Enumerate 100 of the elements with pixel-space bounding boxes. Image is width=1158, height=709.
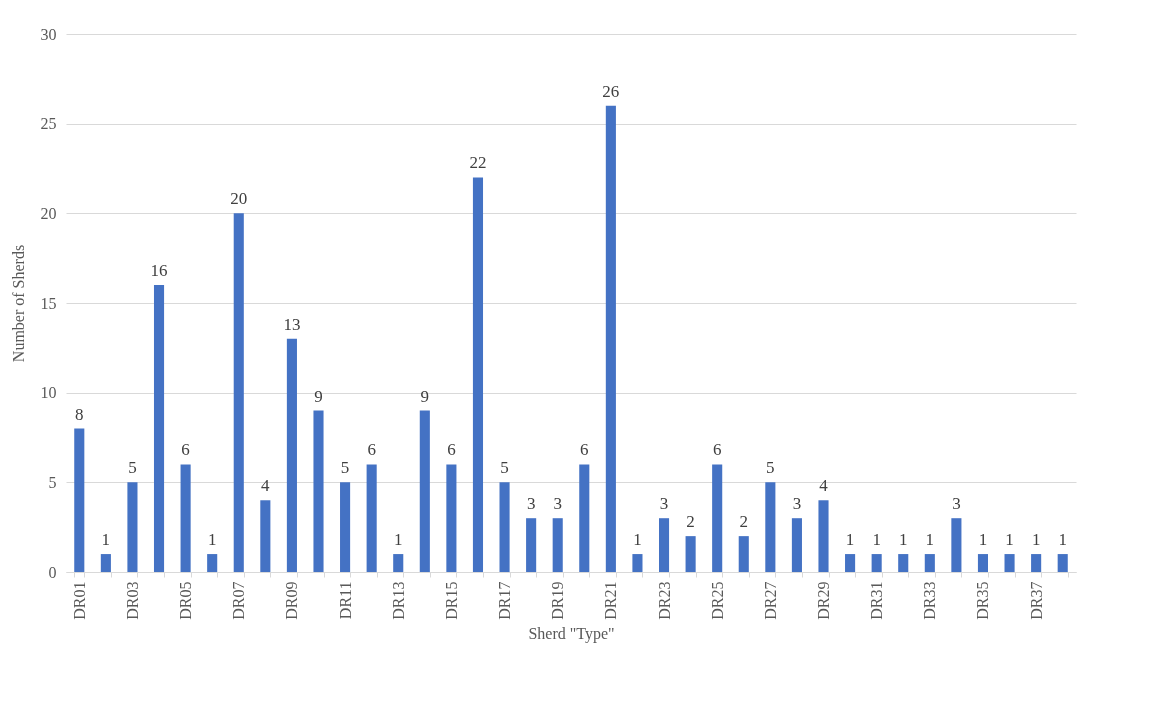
bar — [313, 410, 324, 572]
data-label: 5 — [128, 458, 137, 478]
data-label: 1 — [207, 530, 217, 550]
x-tick-label: DR01 — [70, 581, 88, 620]
data-label: 5 — [500, 458, 509, 478]
bar — [74, 428, 85, 572]
bar — [1057, 554, 1068, 572]
y-tick-label: 30 — [40, 25, 57, 43]
x-tick-label: DR23 — [655, 581, 673, 620]
data-label: 5 — [340, 458, 350, 478]
bar — [260, 500, 271, 572]
bar — [1031, 554, 1042, 572]
bar — [207, 554, 218, 572]
data-label: 1 — [898, 530, 908, 550]
bar — [153, 285, 165, 572]
y-tick-label: 25 — [40, 115, 57, 133]
data-label: 3 — [792, 494, 802, 514]
data-label: 1 — [393, 530, 403, 550]
x-tick-label: DR09 — [283, 581, 301, 620]
data-label: 3 — [659, 494, 669, 514]
data-label: 9 — [420, 386, 430, 406]
bar — [1004, 554, 1015, 572]
bar — [605, 105, 616, 572]
bar — [340, 482, 351, 572]
x-tick-label: DR35 — [974, 581, 992, 620]
data-label: 26 — [602, 81, 620, 101]
data-label: 1 — [845, 530, 855, 550]
data-label: 1 — [925, 530, 935, 550]
data-label: 22 — [469, 153, 487, 173]
data-label: 4 — [819, 476, 829, 496]
bar — [233, 213, 244, 572]
bar — [446, 464, 457, 572]
bar — [100, 554, 111, 572]
bar — [180, 464, 191, 572]
x-tick-label: DR17 — [496, 581, 514, 620]
bar — [924, 554, 935, 572]
x-tick-label: DR27 — [761, 581, 779, 620]
data-label: 4 — [261, 476, 271, 496]
data-label: 3 — [526, 494, 536, 514]
bar — [552, 518, 563, 572]
y-tick-label: 20 — [40, 204, 57, 222]
data-label: 1 — [1005, 530, 1014, 550]
x-axis-title: Sherd "Type" — [528, 624, 615, 643]
bar — [818, 500, 829, 572]
bar — [951, 518, 962, 572]
data-label: 6 — [181, 440, 190, 460]
bar — [419, 410, 430, 572]
bar — [977, 554, 989, 572]
bar — [127, 482, 138, 572]
bar — [685, 536, 696, 572]
bar — [472, 177, 484, 572]
data-label: 6 — [712, 440, 722, 460]
bar — [712, 464, 723, 572]
data-label: 1 — [1058, 530, 1067, 550]
bar — [845, 554, 856, 572]
x-tick-label: DR03 — [123, 581, 141, 620]
data-label: 2 — [739, 512, 749, 532]
data-label: 6 — [367, 440, 376, 460]
bar — [898, 554, 909, 572]
data-label: 6 — [580, 440, 589, 460]
data-label: 3 — [553, 494, 562, 514]
bar — [632, 554, 643, 572]
data-label: 1 — [978, 530, 988, 550]
x-tick-label: DR31 — [868, 581, 886, 620]
data-label: 1 — [1031, 530, 1041, 550]
bar — [791, 518, 802, 572]
y-tick-label: 0 — [48, 563, 57, 581]
data-label: 13 — [283, 314, 301, 334]
x-tick-label: DR15 — [442, 581, 460, 620]
y-tick-label: 10 — [40, 384, 57, 402]
bar — [738, 536, 749, 572]
data-label: 16 — [150, 261, 168, 281]
x-tick-label: DR05 — [177, 581, 195, 620]
bar — [579, 464, 590, 572]
data-label: 6 — [447, 440, 456, 460]
bar — [765, 482, 776, 572]
y-axis-title: Number of Sherds — [9, 244, 27, 363]
data-label: 1 — [872, 530, 881, 550]
data-label: 1 — [101, 530, 111, 550]
bar — [286, 338, 297, 572]
data-label: 1 — [633, 530, 642, 550]
x-tick-label: DR11 — [336, 581, 354, 620]
x-tick-label: DR19 — [549, 581, 567, 620]
data-label: 2 — [686, 512, 695, 532]
x-tick-label: DR37 — [1027, 581, 1045, 620]
y-tick-label: 15 — [40, 294, 57, 312]
data-label: 5 — [766, 458, 775, 478]
x-tick-label: DR25 — [708, 581, 726, 620]
data-label: 8 — [75, 404, 84, 424]
bar — [499, 482, 510, 572]
bar — [366, 464, 377, 572]
data-label: 20 — [230, 189, 248, 209]
x-tick-label: DR07 — [230, 581, 248, 620]
x-tick-label: DR13 — [389, 581, 407, 620]
data-label: 3 — [952, 494, 961, 514]
bar — [871, 554, 882, 572]
x-tick-label: DR29 — [815, 581, 832, 620]
data-label: 9 — [314, 386, 323, 406]
y-tick-label: 5 — [48, 473, 57, 491]
bar — [658, 518, 670, 572]
